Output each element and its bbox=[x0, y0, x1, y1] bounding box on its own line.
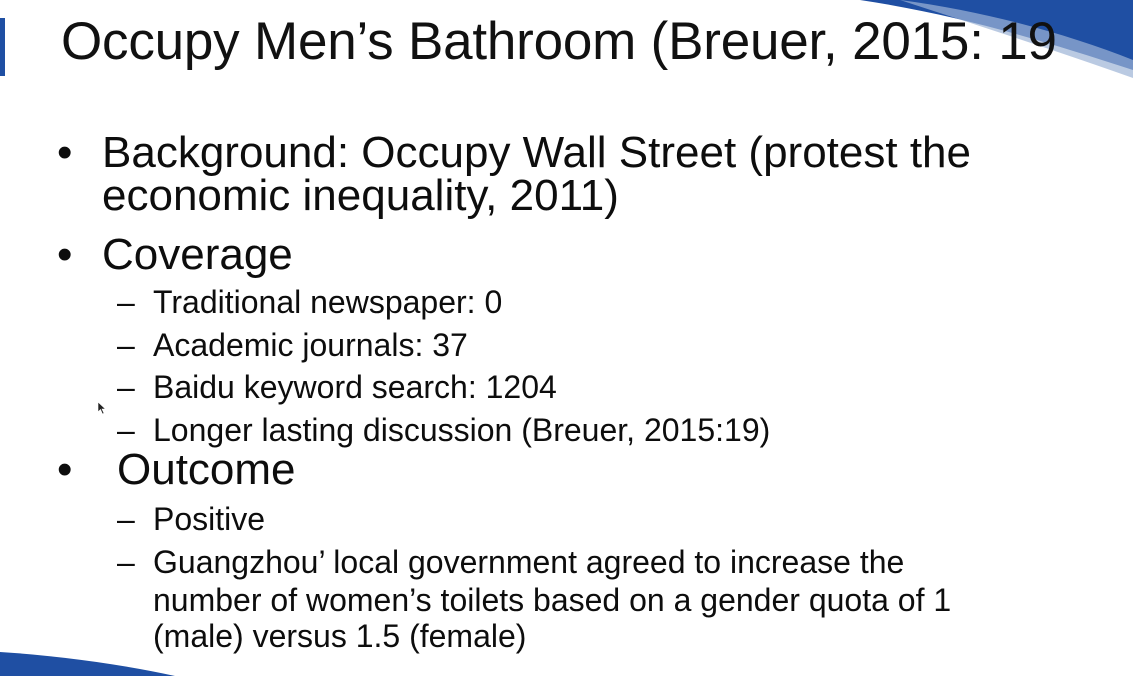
bullet-label: Coverage bbox=[102, 230, 293, 279]
sub-bullet-text: (male) versus 1.5 (female) bbox=[153, 618, 527, 654]
bullet-dot: • bbox=[57, 128, 73, 177]
title-accent-bar bbox=[0, 18, 5, 76]
sub-bullet-text: Academic journals: 37 bbox=[153, 327, 468, 363]
sub-bullet: – Baidu keyword search: 1204 bbox=[117, 369, 557, 405]
sub-bullet-text: Traditional newspaper: 0 bbox=[153, 284, 503, 320]
sub-bullet-dash: – bbox=[117, 412, 135, 448]
bottom-left-swoosh bbox=[0, 652, 175, 676]
sub-bullet: – Longer lasting discussion (Breuer, 201… bbox=[117, 412, 771, 448]
bullet-label: Background: Occupy Wall Street (protest … bbox=[102, 128, 971, 177]
sub-bullet-text: Baidu keyword search: 1204 bbox=[153, 369, 557, 405]
top-right-swoosh bbox=[860, 0, 1133, 70]
bullet-coverage: • Coverage bbox=[57, 230, 293, 279]
sub-bullet-dash: – bbox=[117, 327, 135, 363]
sub-bullet-text: Positive bbox=[153, 501, 266, 537]
bullet-background-continued: economic inequality, 2011) bbox=[102, 171, 619, 220]
bullet-dot: • bbox=[57, 445, 73, 494]
bullet-label-continued: economic inequality, 2011) bbox=[102, 171, 619, 220]
bullet-outcome: • Outcome bbox=[57, 445, 296, 494]
sub-bullet-dash: – bbox=[117, 284, 135, 320]
sub-bullet-text: number of women’s toilets based on a gen… bbox=[153, 582, 952, 618]
sub-bullet-dash: – bbox=[117, 544, 135, 580]
bullet-dot: • bbox=[57, 230, 73, 279]
sub-bullet: – Traditional newspaper: 0 bbox=[117, 284, 503, 320]
sub-bullet-dash: – bbox=[117, 369, 135, 405]
sub-bullet: – Guangzhou’ local government agreed to … bbox=[117, 544, 905, 580]
sub-bullet: – Academic journals: 37 bbox=[117, 327, 468, 363]
sub-bullet-continued: number of women’s toilets based on a gen… bbox=[153, 584, 951, 617]
sub-bullet: – Positive bbox=[117, 501, 266, 537]
bullet-background: • Background: Occupy Wall Street (protes… bbox=[57, 128, 971, 177]
bullet-label: Outcome bbox=[117, 445, 296, 494]
sub-bullet-text: Longer lasting discussion (Breuer, 2015:… bbox=[153, 412, 771, 448]
mouse-pointer-icon bbox=[97, 401, 106, 415]
sub-bullet-continued: (male) versus 1.5 (female) bbox=[153, 620, 526, 653]
slide-title: Occupy Men’s Bathroom (Breuer, 2015: 19 bbox=[61, 12, 1057, 71]
sub-bullet-text: Guangzhou’ local government agreed to in… bbox=[153, 544, 905, 580]
sub-bullet-dash: – bbox=[117, 501, 135, 537]
